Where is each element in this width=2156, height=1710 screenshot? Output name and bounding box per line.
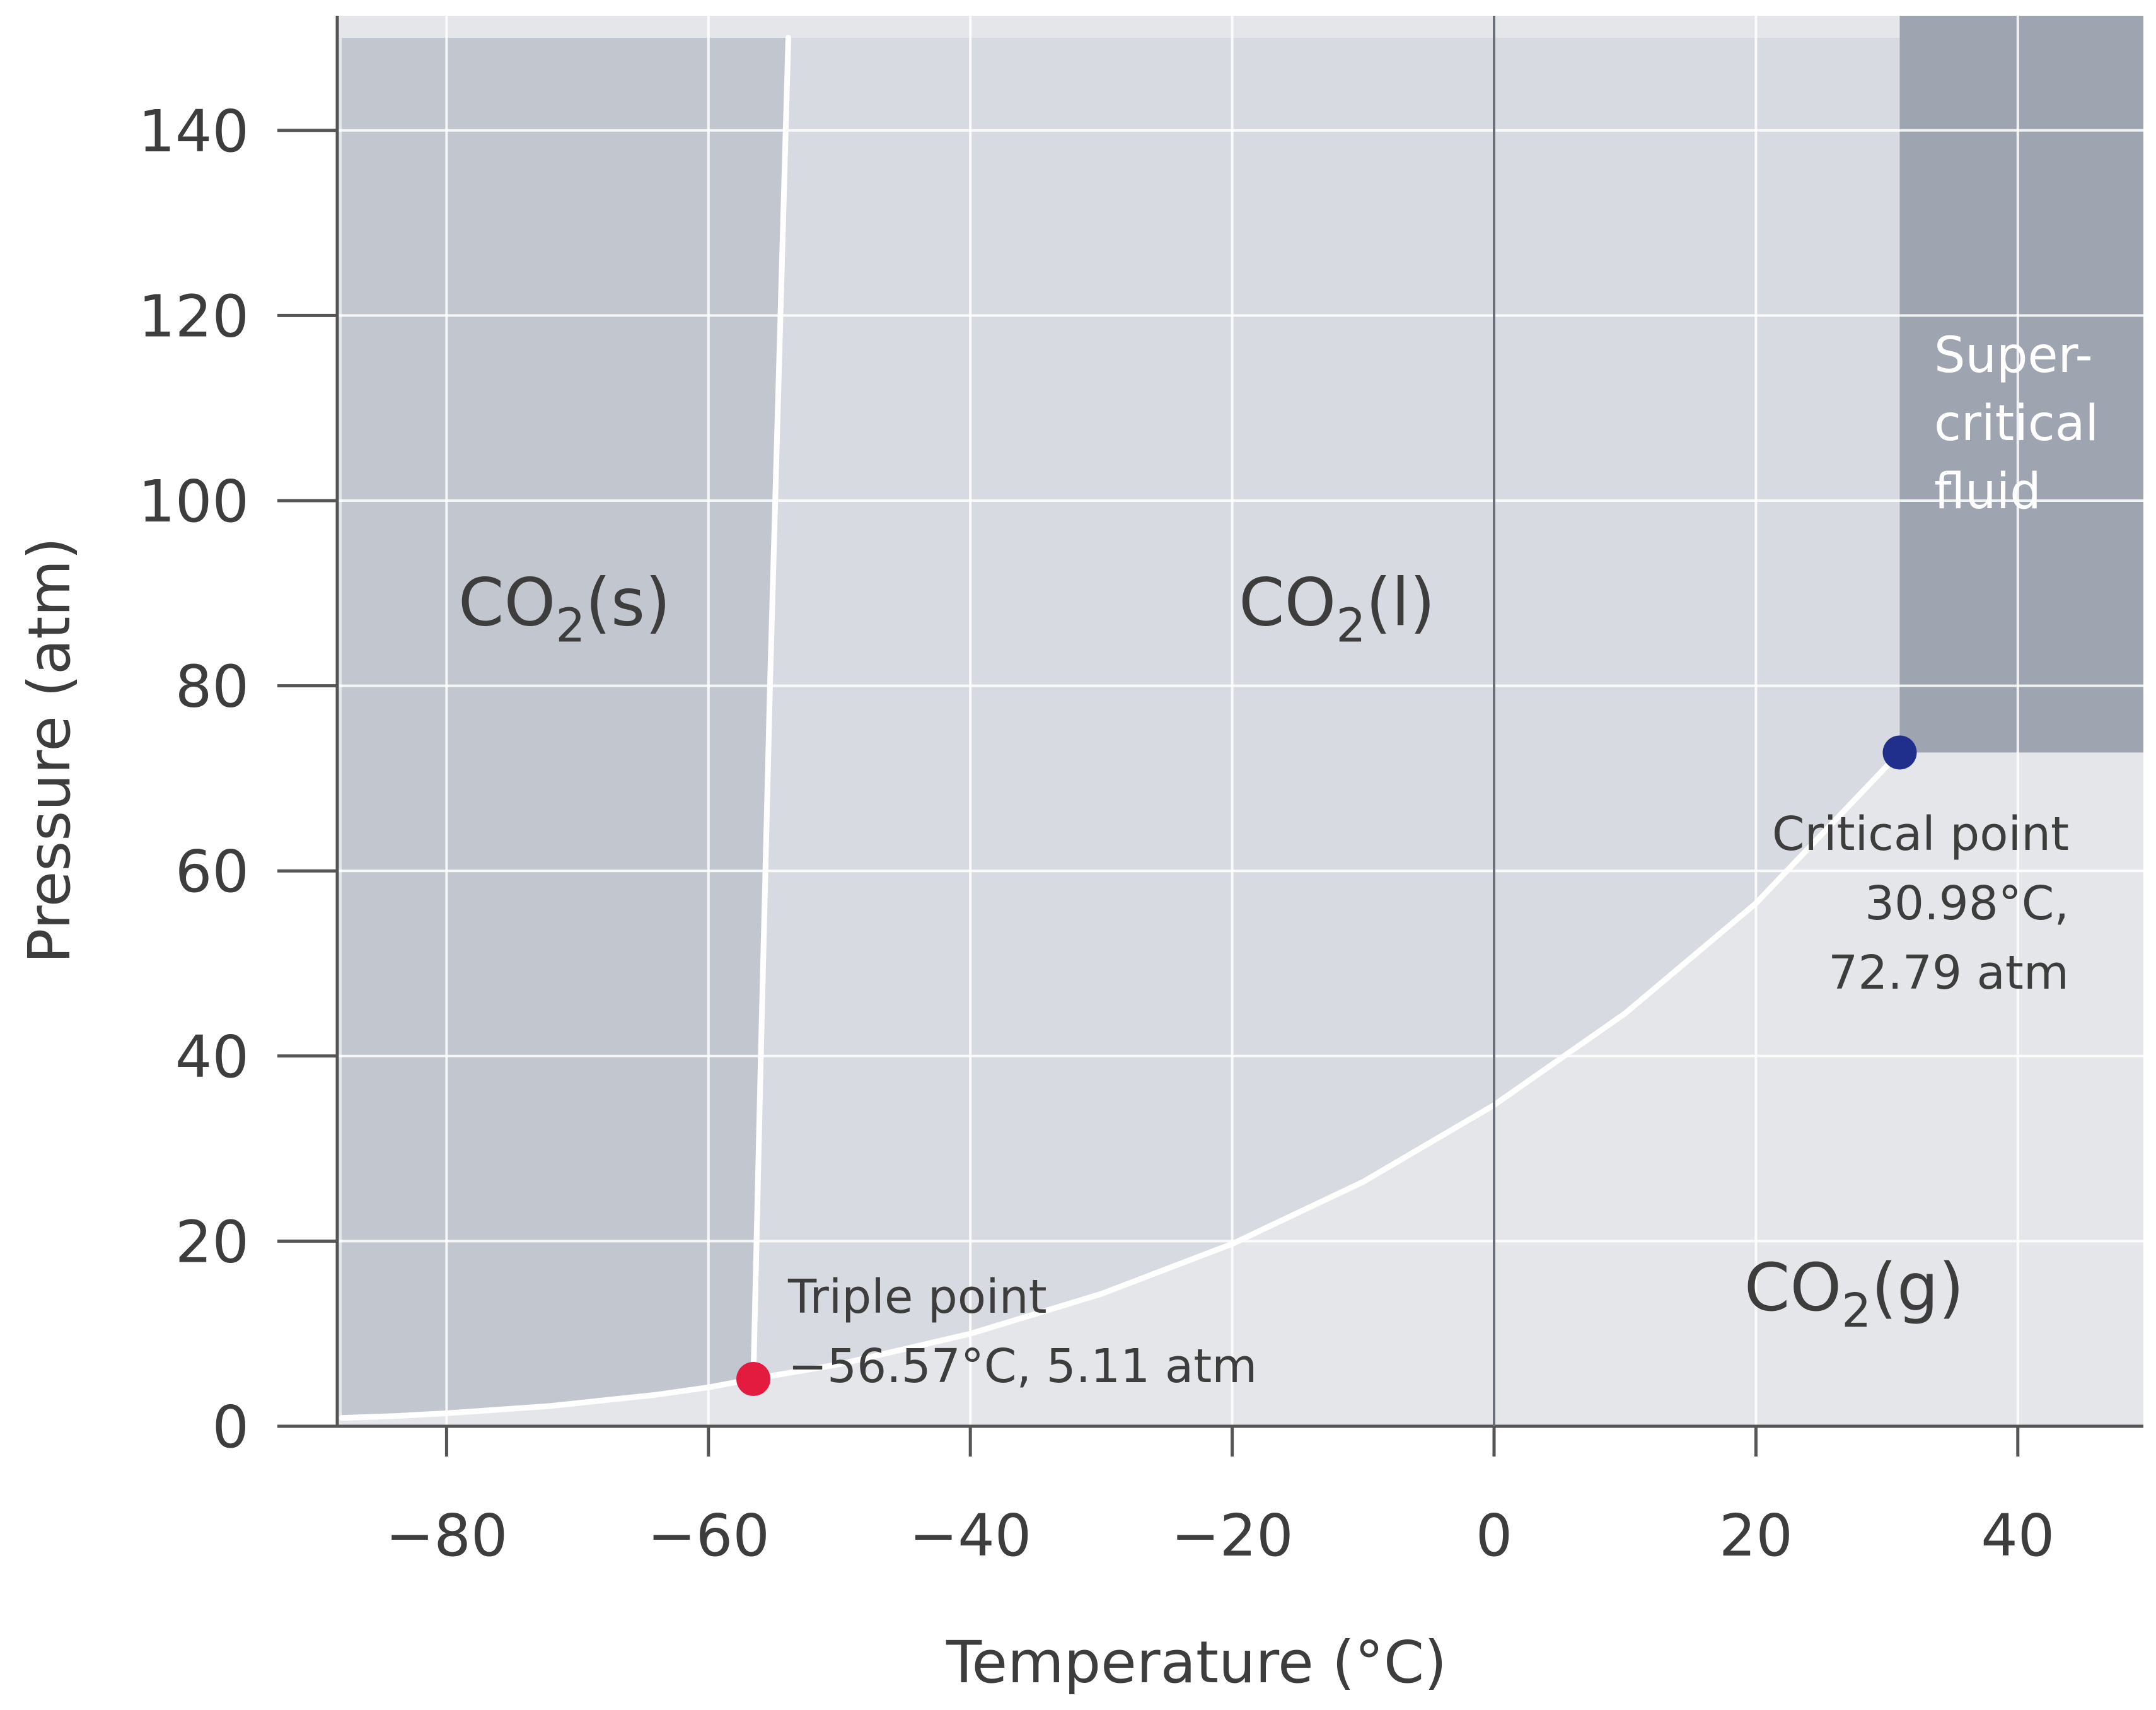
y-tick-label: 20 [175,1208,249,1276]
x-tick-label: −40 [909,1502,1031,1569]
solid-region-label: CO2(s) [458,564,671,653]
y-tick-label: 120 [138,282,249,350]
y-tick-label: 0 [212,1393,249,1461]
liquid-region-label: CO2(l) [1239,564,1435,653]
x-tick-label: −80 [385,1502,507,1569]
supercritical-region [1899,16,2143,753]
x-tick-label: 20 [1719,1502,1793,1569]
supercritical-region-label: Super-critical fluid [1934,327,2099,520]
axes [277,16,2143,1428]
x-tick-label: −60 [647,1502,770,1569]
liquid-region [753,38,1900,1379]
x-axis-ticks: −80 −60 −40 −20 0 20 40 [385,1426,2055,1569]
region-labels: CO2(s) CO2(l) CO2(g) Super-critical fluid [458,327,2099,1338]
boundary-liquid-gas [750,749,1903,1382]
y-tick-label: 60 [175,838,249,905]
triple-point-marker [736,1361,771,1396]
y-axis-ticks: 0 20 40 60 80 100 120 140 [138,98,337,1461]
phase-boundaries [339,35,1903,1421]
boundary-solid-liquid [750,35,791,1382]
x-tick-label: 0 [1476,1502,1513,1569]
gas-region-label: CO2(g) [1744,1249,1964,1338]
x-tick-label: −20 [1171,1502,1294,1569]
x-tick-label: 40 [1981,1502,2055,1569]
y-tick-label: 100 [138,468,249,535]
critical-point-marker [1882,735,1917,770]
y-tick-label: 80 [175,653,249,721]
triple-point-label: Triple point −56.57°C, 5.11 atm [787,1270,1257,1393]
critical-point-label: Critical point 30.98°C, 72.79 atm [1772,807,2069,1000]
boundary-solid-gas [339,1376,756,1421]
y-tick-label: 140 [138,98,249,165]
x-axis-title: Temperature (°C) [946,1629,1447,1696]
phase-regions [337,16,2143,1426]
special-points: Triple point −56.57°C, 5.11 atm Critical p… [736,735,2069,1396]
grid-lines [337,16,2143,1426]
y-axis-title: Pressure (atm) [16,537,83,963]
y-tick-label: 40 [175,1023,249,1091]
solid-region [342,38,789,1418]
